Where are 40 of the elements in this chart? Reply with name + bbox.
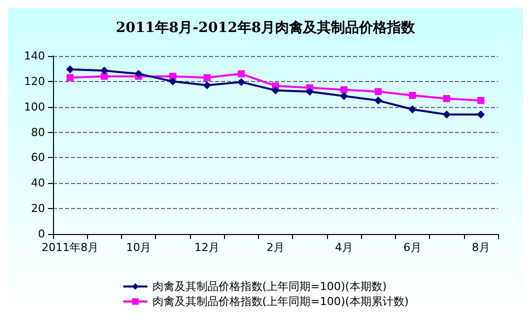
y-tick-label: 40	[31, 176, 45, 190]
point	[100, 66, 108, 75]
x-tick-label: 4月	[334, 241, 353, 254]
point	[340, 86, 348, 94]
x-tick-label: 10月	[126, 241, 152, 254]
point	[408, 105, 416, 114]
x-tick-label: 2011年8月	[42, 241, 99, 254]
y-tick-label: 0	[38, 228, 45, 240]
point	[237, 78, 246, 86]
y-tick-label: 20	[31, 202, 45, 216]
point	[477, 97, 484, 104]
point	[238, 70, 245, 78]
point	[374, 88, 382, 96]
point	[134, 70, 143, 78]
y-tick-label: 80	[31, 126, 45, 139]
point	[408, 92, 416, 99]
point	[203, 81, 212, 90]
point	[374, 96, 382, 104]
legend-label: 肉禽及其制品价格指数(上年同期=100)(本期数)	[152, 280, 387, 293]
point	[272, 86, 280, 94]
point	[306, 88, 314, 96]
point	[168, 77, 177, 86]
y-tick-label: 140	[24, 50, 45, 62]
legend-label: 肉禽及其制品价格指数(上年同期=100)(本期累计数)	[152, 295, 409, 308]
x-tick-label: 8月	[472, 241, 490, 254]
y-tick-label: 120	[24, 74, 45, 88]
y-tick-label: 60	[31, 151, 45, 164]
y-tick-label: 100	[24, 100, 45, 114]
point	[100, 72, 108, 80]
point	[340, 92, 348, 100]
point	[442, 110, 451, 118]
point	[66, 74, 74, 82]
x-tick-label: 12月	[194, 241, 220, 254]
point	[476, 110, 485, 118]
point	[443, 95, 450, 102]
point	[66, 65, 74, 74]
x-tick-label: 6月	[403, 241, 422, 254]
chart-title: 2011年8月-2012年8月肉禽及其制品价格指数	[116, 20, 416, 36]
x-tick-label: 2月	[266, 241, 284, 254]
point	[204, 74, 211, 82]
